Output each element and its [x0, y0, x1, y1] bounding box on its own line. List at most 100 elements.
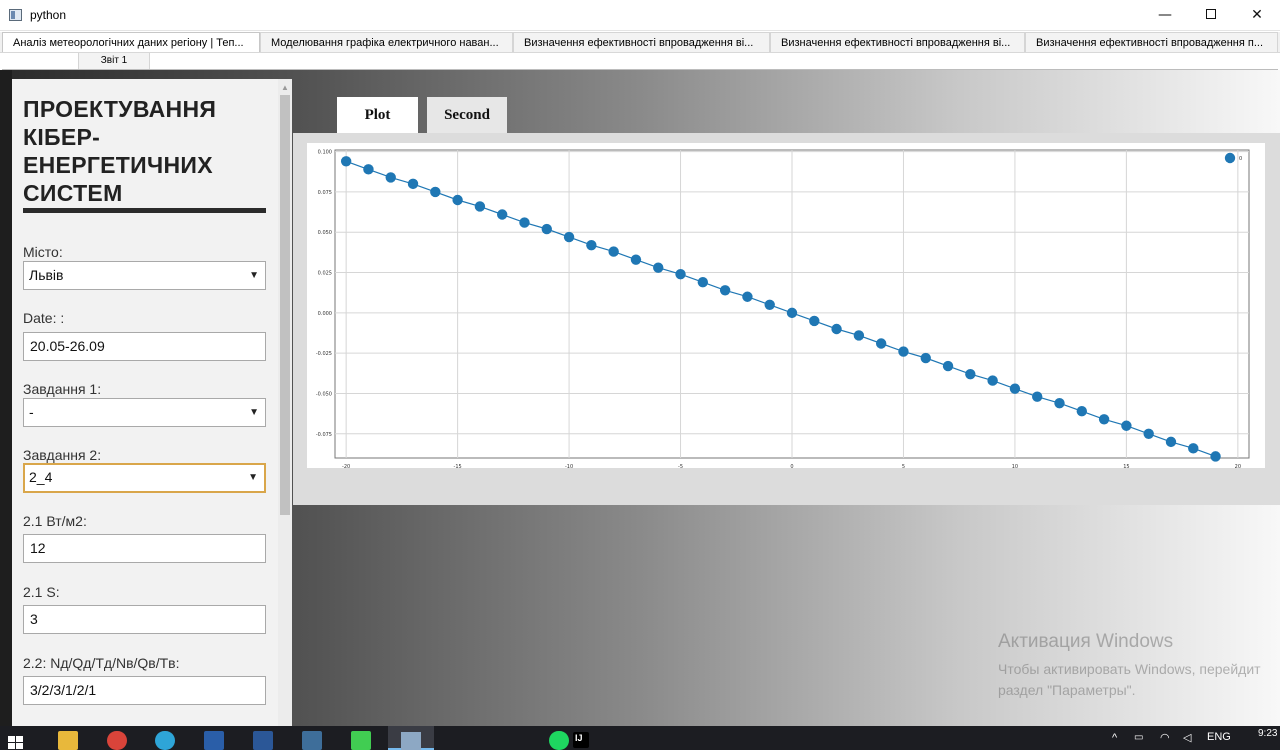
volume-icon[interactable]: ◁: [1183, 732, 1192, 744]
data-point: [363, 164, 374, 175]
data-point: [1076, 406, 1088, 417]
data-point: [831, 323, 842, 335]
y-tick-label: 0.075: [318, 190, 332, 196]
network-icon[interactable]: ▭: [1134, 732, 1144, 743]
data-point: [742, 291, 753, 302]
python-window-icon: [401, 732, 421, 750]
data-point: [697, 277, 709, 288]
clock-time[interactable]: 9:23: [1258, 728, 1278, 739]
data-point: [340, 156, 352, 167]
x-tick-label: -20: [342, 464, 350, 468]
main-tab-bar: Аналіз метеорологічних даних регіону | Т…: [0, 32, 1280, 53]
field-2-2-input[interactable]: 3/2/3/1/2/1: [23, 676, 266, 705]
activation-line-1: Чтобы активировать Windows, перейдит: [998, 661, 1261, 677]
series-line: [345, 160, 1216, 457]
tab-efficiency-2[interactable]: Визначення ефективності впровадження ві.…: [770, 32, 1025, 52]
data-point: [920, 352, 931, 364]
tab-efficiency-3[interactable]: Визначення ефективності впровадження п..…: [1025, 32, 1278, 52]
sub-tab-bar: Звіт 1: [0, 52, 1280, 70]
data-point: [586, 239, 597, 251]
data-point: [987, 375, 998, 386]
telegram-icon[interactable]: [155, 731, 175, 750]
y-tick-label: 0.050: [318, 230, 332, 236]
task2-select[interactable]: 2_4 ▼: [23, 463, 266, 493]
taskbar-active-python-window[interactable]: [388, 726, 434, 750]
tab-electric-load-modeling[interactable]: Моделювання графіка електричного наван..…: [260, 32, 513, 52]
line-chart: -20 -15 -10 -5 0 5 10 15 20 0.100 0.075 0.050 0.025 0…: [316, 149, 1250, 468]
title-underline: [23, 208, 266, 213]
field-2-1-wm2-label: 2.1 Вт/м2:: [23, 513, 87, 529]
x-tick-label: -15: [454, 464, 462, 468]
scrollbar-thumb[interactable]: [280, 95, 290, 515]
data-point: [965, 368, 976, 380]
data-point: [1054, 397, 1065, 409]
spotify-icon[interactable]: [549, 731, 569, 750]
legend-marker: [1224, 152, 1236, 164]
y-tick-label: 0.025: [318, 271, 332, 277]
data-point: [385, 172, 396, 183]
tray-expand-icon[interactable]: ^: [1112, 732, 1118, 744]
tab-efficiency-1[interactable]: Визначення ефективності впровадження ві.…: [513, 32, 770, 52]
word-icon[interactable]: [253, 731, 273, 750]
sidebar-scrollbar[interactable]: ▲: [278, 79, 292, 726]
minimize-icon: —: [1158, 7, 1172, 23]
data-point: [875, 338, 887, 349]
activation-line-2: раздел "Параметры".: [998, 682, 1136, 698]
tab-plot[interactable]: Plot: [337, 97, 418, 133]
data-point: [407, 178, 419, 190]
tab-second[interactable]: Second: [427, 97, 507, 133]
windows-start-icon[interactable]: [8, 736, 25, 750]
city-select[interactable]: Львів ▼: [23, 261, 266, 290]
data-point: [1098, 414, 1110, 425]
date-label: Date: :: [23, 310, 65, 326]
chevron-down-icon: ▼: [248, 472, 258, 483]
task2-label: Завдання 2:: [23, 447, 102, 463]
task1-select[interactable]: - ▼: [23, 398, 266, 427]
field-2-1-s-input[interactable]: 3: [23, 605, 266, 634]
qt-creator-icon[interactable]: [351, 731, 371, 750]
data-point: [496, 209, 508, 220]
file-explorer-icon[interactable]: [58, 731, 78, 750]
maximize-button[interactable]: [1188, 0, 1234, 30]
sidebar-title: ПРОЕКТУВАННЯ КІБЕР-ЕНЕРГЕТИЧНИХ СИСТЕМ: [23, 96, 217, 206]
title-bar: python — ✕: [0, 0, 1280, 31]
field-2-1-wm2-input[interactable]: 12: [23, 534, 266, 563]
divider: [2, 69, 1278, 70]
minimize-button[interactable]: —: [1142, 0, 1188, 30]
y-tick-label: 0.000: [318, 311, 332, 317]
data-point: [563, 231, 575, 243]
tab-meteo-analysis[interactable]: Аналіз метеорологічних даних регіону | Т…: [2, 32, 260, 53]
data-point: [1188, 443, 1199, 454]
city-select-value: Львів: [29, 267, 64, 283]
data-point: [1009, 383, 1021, 394]
intellij-icon[interactable]: IJ: [573, 732, 589, 748]
data-point: [630, 254, 642, 265]
windows-activation-watermark: Активация Windows Чтобы активировать Win…: [998, 631, 1261, 701]
data-point: [653, 262, 664, 273]
activation-title: Активация Windows: [998, 631, 1174, 652]
wifi-icon[interactable]: ◠: [1160, 732, 1170, 744]
close-button[interactable]: ✕: [1234, 0, 1280, 30]
data-point: [519, 217, 530, 228]
task1-select-value: -: [29, 404, 34, 420]
mysql-workbench-icon[interactable]: [302, 731, 322, 750]
powershell-icon[interactable]: [204, 731, 224, 750]
sidebar-panel: ПРОЕКТУВАННЯ КІБЕР-ЕНЕРГЕТИЧНИХ СИСТЕМ М…: [12, 79, 278, 726]
data-point: [1210, 451, 1221, 462]
date-input[interactable]: 20.05-26.09: [23, 332, 266, 361]
chrome-icon[interactable]: [107, 731, 127, 750]
window-title: python: [30, 8, 67, 22]
data-point: [452, 194, 463, 206]
x-tick-label: 15: [1123, 464, 1129, 468]
x-tick-label: 5: [902, 464, 905, 468]
data-point: [898, 346, 909, 357]
field-2-1-s-label: 2.1 S:: [23, 584, 60, 600]
x-tick-label: 20: [1235, 464, 1241, 468]
data-point: [786, 307, 798, 319]
maximize-icon: [1206, 8, 1216, 19]
x-tick-label: 0: [790, 464, 793, 468]
close-icon: ✕: [1251, 7, 1263, 23]
language-indicator[interactable]: ENG: [1207, 731, 1231, 743]
scroll-up-arrow-icon[interactable]: ▲: [281, 83, 289, 92]
tab-report-1[interactable]: Звіт 1: [78, 53, 150, 70]
